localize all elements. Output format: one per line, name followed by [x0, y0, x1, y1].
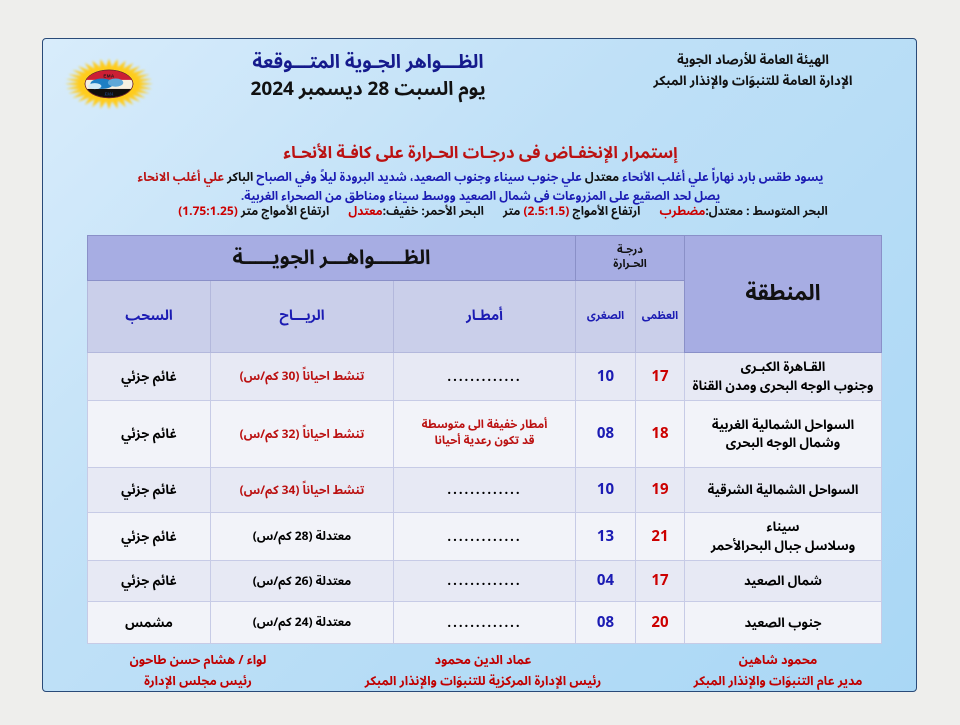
svg-text:EMA: EMA [104, 91, 114, 96]
svg-text:EMA: EMA [103, 73, 115, 78]
